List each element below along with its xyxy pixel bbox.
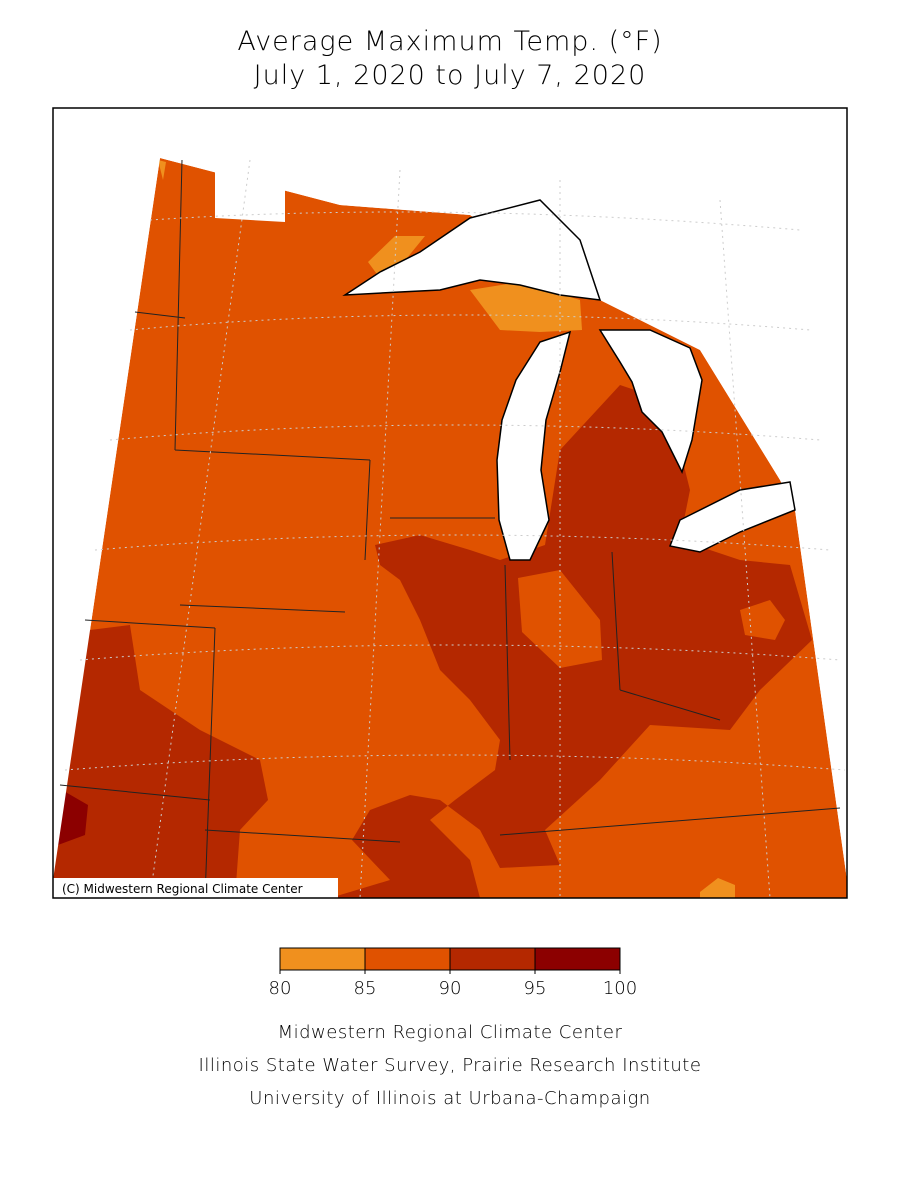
temp-region	[470, 282, 582, 332]
temp-region	[740, 600, 785, 640]
map-frame	[52, 107, 848, 899]
legend-swatch	[364, 947, 451, 971]
legend-swatch	[449, 947, 536, 971]
legend-swatch	[279, 947, 366, 971]
footer-line: Midwestern Regional Climate Center	[278, 1022, 623, 1043]
legend-label: 85	[354, 978, 377, 999]
outside-area	[53, 108, 847, 880]
map: (C) Midwestern Regional Climate Center	[52, 107, 848, 899]
temp-region	[700, 878, 735, 898]
state-border	[59, 159, 841, 898]
lake-huron	[598, 329, 703, 474]
legend: 80 85 90 95 100	[269, 947, 637, 999]
temp-region	[58, 790, 88, 845]
title-line: Average Maximum Temp. (°F)	[237, 26, 662, 57]
legend-label: 90	[439, 978, 462, 999]
temp-region	[53, 625, 268, 898]
legend-label: 95	[524, 978, 547, 999]
legend-label: 80	[269, 978, 292, 999]
lake-michigan	[496, 330, 572, 561]
graticule	[64, 159, 846, 898]
lake-superior	[342, 199, 602, 301]
legend-swatch	[534, 947, 621, 971]
copyright-box	[53, 878, 338, 898]
lake-erie	[668, 481, 796, 553]
title-line: July 1, 2020 to July 7, 2020	[254, 60, 647, 91]
footer-line: University of Illinois at Urbana-Champai…	[249, 1088, 650, 1109]
temp-region	[158, 160, 166, 180]
outside-area	[215, 165, 285, 222]
legend-label: 100	[603, 978, 637, 999]
footer-line: Illinois State Water Survey, Prairie Res…	[199, 1055, 702, 1076]
copyright: (C) Midwestern Regional Climate Center	[62, 882, 303, 896]
